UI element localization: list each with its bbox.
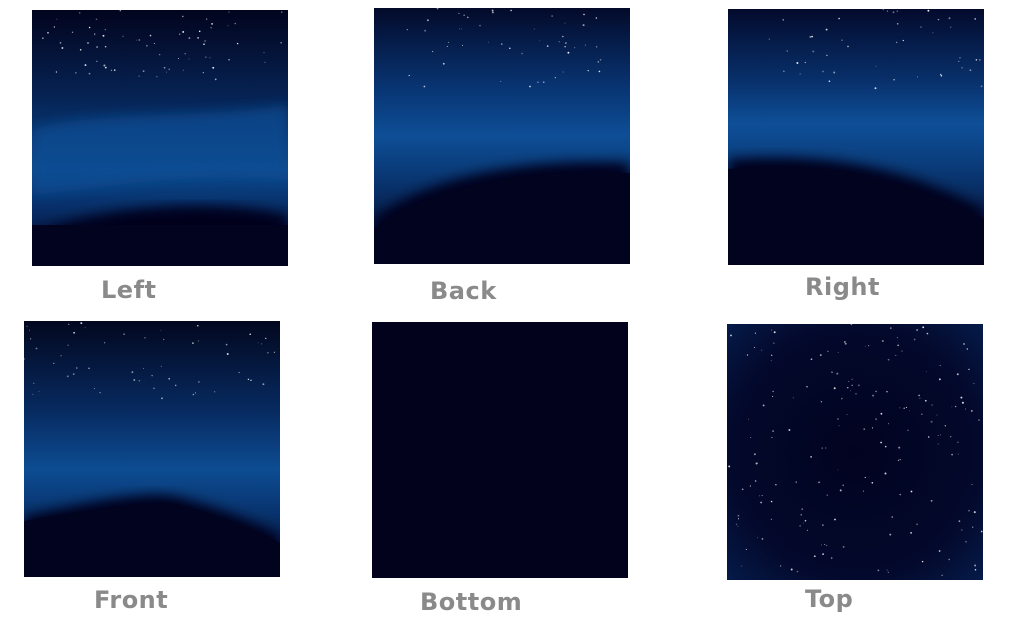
star-field [406,8,602,88]
face-label-right: Right [805,273,880,301]
face-label-top: Top [805,585,854,613]
skybox-face-bottom-image [372,322,628,578]
star-field [768,9,983,90]
skybox-face-right-image [728,9,984,265]
skybox-face-front-image [24,321,280,577]
face-label-back: Back [430,277,497,305]
face-label-front: Front [94,586,169,614]
face-label-bottom: Bottom [420,588,523,616]
skybox-face-left-image [32,10,288,266]
star-field [42,10,283,81]
star-field [24,322,275,400]
skybox-face-back-image [374,8,630,264]
star-field [728,324,983,576]
skybox-face-top-image [727,324,983,580]
face-label-left: Left [101,276,157,304]
